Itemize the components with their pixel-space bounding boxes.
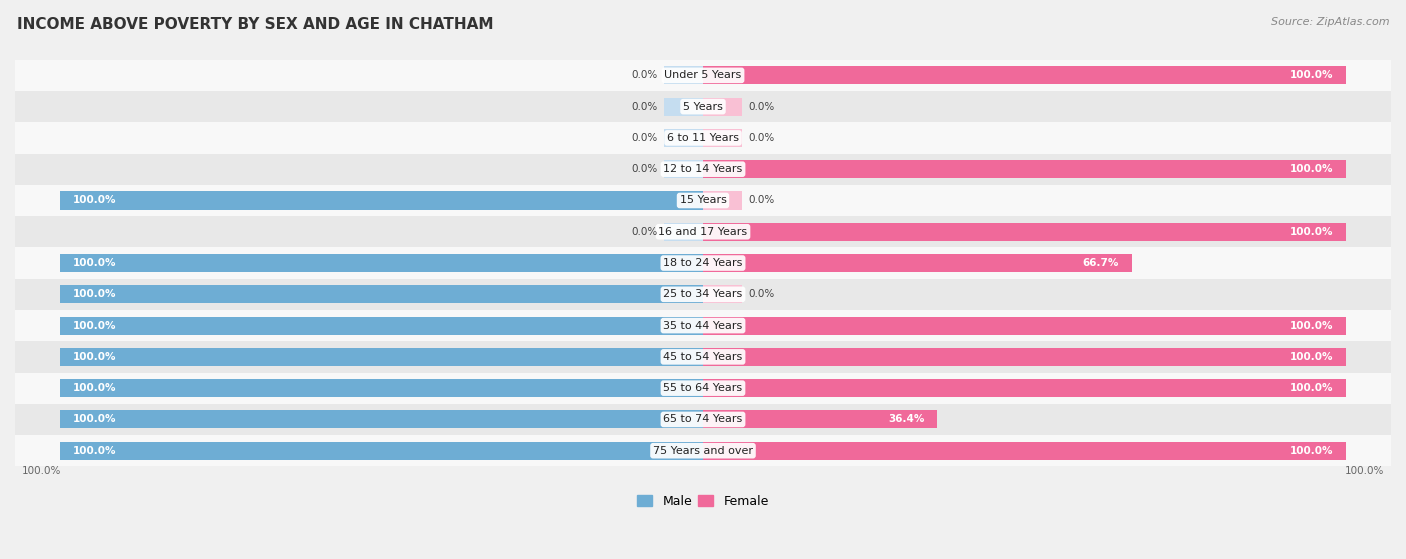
Text: 66.7%: 66.7% bbox=[1083, 258, 1119, 268]
Text: Under 5 Years: Under 5 Years bbox=[665, 70, 741, 80]
Bar bbox=[15, 248, 1391, 279]
Text: 35 to 44 Years: 35 to 44 Years bbox=[664, 321, 742, 330]
Text: 16 and 17 Years: 16 and 17 Years bbox=[658, 227, 748, 237]
Bar bbox=[60, 316, 703, 335]
Text: 0.0%: 0.0% bbox=[631, 133, 658, 143]
Text: 0.0%: 0.0% bbox=[631, 164, 658, 174]
Text: 100.0%: 100.0% bbox=[1289, 383, 1333, 393]
Text: 5 Years: 5 Years bbox=[683, 102, 723, 112]
Bar bbox=[703, 348, 1346, 366]
Bar bbox=[15, 60, 1391, 91]
Bar bbox=[703, 98, 741, 116]
Bar bbox=[703, 222, 1346, 241]
Bar bbox=[703, 316, 1346, 335]
Text: 100.0%: 100.0% bbox=[73, 414, 117, 424]
Text: 25 to 34 Years: 25 to 34 Years bbox=[664, 290, 742, 299]
Text: 12 to 14 Years: 12 to 14 Years bbox=[664, 164, 742, 174]
Bar bbox=[665, 222, 703, 241]
Bar bbox=[15, 279, 1391, 310]
Bar bbox=[60, 191, 703, 210]
Bar bbox=[703, 442, 1346, 459]
Text: 65 to 74 Years: 65 to 74 Years bbox=[664, 414, 742, 424]
Bar bbox=[665, 129, 703, 147]
Bar bbox=[15, 341, 1391, 372]
Text: 0.0%: 0.0% bbox=[748, 102, 775, 112]
Text: 0.0%: 0.0% bbox=[631, 102, 658, 112]
Text: INCOME ABOVE POVERTY BY SEX AND AGE IN CHATHAM: INCOME ABOVE POVERTY BY SEX AND AGE IN C… bbox=[17, 17, 494, 32]
Text: 100.0%: 100.0% bbox=[73, 352, 117, 362]
Text: 100.0%: 100.0% bbox=[73, 321, 117, 330]
Text: 45 to 54 Years: 45 to 54 Years bbox=[664, 352, 742, 362]
Legend: Male, Female: Male, Female bbox=[633, 490, 773, 513]
Text: 100.0%: 100.0% bbox=[1289, 70, 1333, 80]
Text: 15 Years: 15 Years bbox=[679, 196, 727, 206]
Text: 6 to 11 Years: 6 to 11 Years bbox=[666, 133, 740, 143]
Bar bbox=[60, 379, 703, 397]
Bar bbox=[60, 410, 703, 429]
Bar bbox=[703, 285, 741, 304]
Text: 100.0%: 100.0% bbox=[73, 196, 117, 206]
Bar bbox=[60, 285, 703, 304]
Text: 0.0%: 0.0% bbox=[748, 290, 775, 299]
Bar bbox=[60, 442, 703, 459]
Text: 100.0%: 100.0% bbox=[21, 466, 60, 476]
Text: 18 to 24 Years: 18 to 24 Years bbox=[664, 258, 742, 268]
Bar bbox=[15, 91, 1391, 122]
Text: 100.0%: 100.0% bbox=[73, 383, 117, 393]
Bar bbox=[665, 160, 703, 178]
Bar bbox=[665, 67, 703, 84]
Text: 100.0%: 100.0% bbox=[73, 290, 117, 299]
Text: 100.0%: 100.0% bbox=[1289, 446, 1333, 456]
Bar bbox=[15, 372, 1391, 404]
Text: 100.0%: 100.0% bbox=[1289, 164, 1333, 174]
Text: 100.0%: 100.0% bbox=[73, 446, 117, 456]
Bar bbox=[665, 98, 703, 116]
Bar bbox=[60, 348, 703, 366]
Text: 100.0%: 100.0% bbox=[1289, 352, 1333, 362]
Text: 0.0%: 0.0% bbox=[748, 196, 775, 206]
Text: Source: ZipAtlas.com: Source: ZipAtlas.com bbox=[1271, 17, 1389, 27]
Bar bbox=[15, 122, 1391, 154]
Text: 100.0%: 100.0% bbox=[73, 258, 117, 268]
Text: 55 to 64 Years: 55 to 64 Years bbox=[664, 383, 742, 393]
Text: 100.0%: 100.0% bbox=[1289, 321, 1333, 330]
Bar bbox=[15, 435, 1391, 466]
Bar bbox=[703, 254, 1132, 272]
Text: 0.0%: 0.0% bbox=[631, 70, 658, 80]
Bar bbox=[703, 379, 1346, 397]
Text: 0.0%: 0.0% bbox=[631, 227, 658, 237]
Text: 75 Years and over: 75 Years and over bbox=[652, 446, 754, 456]
Bar bbox=[60, 254, 703, 272]
Text: 0.0%: 0.0% bbox=[748, 133, 775, 143]
Bar bbox=[15, 310, 1391, 341]
Bar bbox=[703, 129, 741, 147]
Text: 100.0%: 100.0% bbox=[1289, 227, 1333, 237]
Bar bbox=[703, 410, 936, 429]
Text: 36.4%: 36.4% bbox=[887, 414, 924, 424]
Bar bbox=[703, 191, 741, 210]
Bar bbox=[15, 154, 1391, 185]
Bar bbox=[703, 67, 1346, 84]
Text: 100.0%: 100.0% bbox=[1346, 466, 1385, 476]
Bar bbox=[15, 185, 1391, 216]
Bar bbox=[15, 216, 1391, 248]
Bar bbox=[15, 404, 1391, 435]
Bar bbox=[703, 160, 1346, 178]
